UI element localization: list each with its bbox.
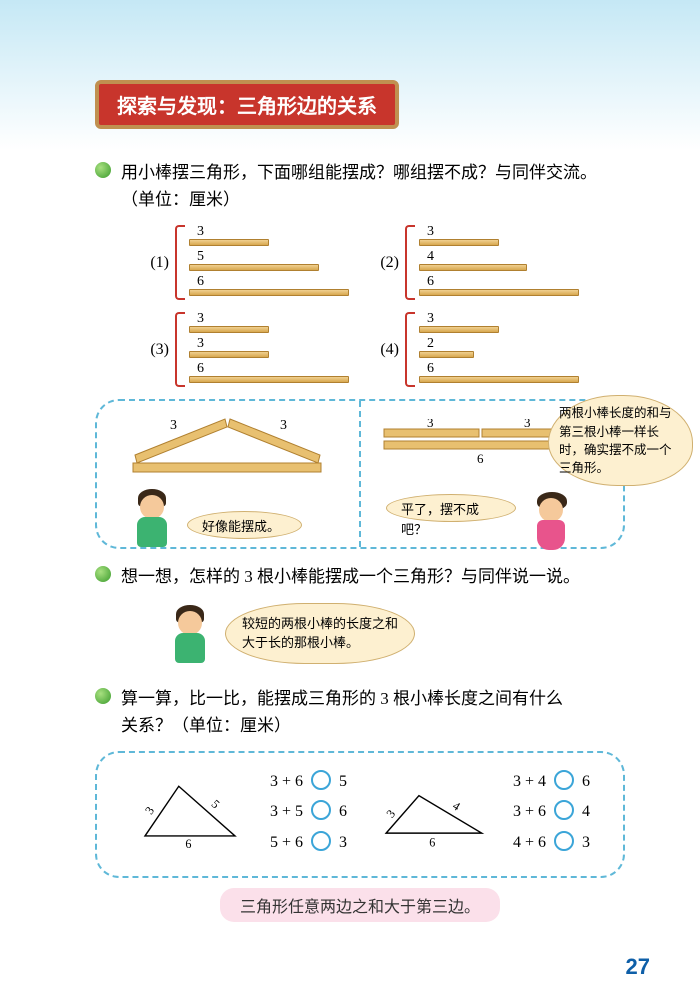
svg-text:6: 6 bbox=[429, 835, 435, 849]
q1-text-1: 用小棒摆三角形，下面哪组能摆成？哪组摆不成？与同伴交流。 bbox=[121, 163, 597, 182]
equation-row: 4 + 6 3 bbox=[513, 828, 590, 858]
speech-q2: 较短的两根小棒的长度之和大于长的那根小棒。 bbox=[225, 603, 415, 664]
equations-left: 3 + 6 53 + 5 65 + 6 3 bbox=[270, 767, 347, 858]
speech-bubble-big: 两根小棒长度的和与第三根小棒一样长时，确实摆不成一个三角形。 bbox=[548, 395, 693, 486]
section-title: 探索与发现：三角形边的关系 bbox=[95, 80, 399, 129]
q3-text-1: 算一算，比一比，能摆成三角形的 3 根小棒长度之间有什么 bbox=[121, 689, 563, 708]
equation-row: 3 + 6 4 bbox=[513, 797, 590, 827]
svg-text:3: 3 bbox=[383, 807, 398, 821]
stick-group: (4)326 bbox=[375, 312, 605, 389]
discovery-right: 3 3 6 平了，摆不成吧？ 两根小棒长度的和与第三根小棒一样长时，确实摆不成一… bbox=[361, 401, 623, 547]
compare-panel: 3 5 6 3 + 6 53 + 5 65 + 6 3 3 4 6 3 + 4 … bbox=[95, 751, 625, 878]
svg-text:6: 6 bbox=[477, 451, 484, 466]
equation-row: 3 + 4 6 bbox=[513, 767, 590, 797]
page-number: 27 bbox=[626, 954, 650, 980]
equation-row: 3 + 5 6 bbox=[270, 797, 347, 827]
question-2: 想一想，怎样的 3 根小棒能摆成一个三角形？与同伴说一说。 bbox=[95, 563, 625, 590]
question-1: 用小棒摆三角形，下面哪组能摆成？哪组摆不成？与同伴交流。 （单位：厘米） bbox=[95, 159, 625, 213]
compare-right: 3 4 6 3 + 4 63 + 6 44 + 6 3 bbox=[373, 767, 590, 858]
svg-text:4: 4 bbox=[450, 798, 463, 813]
speech-left: 好像能摆成。 bbox=[187, 511, 302, 539]
equation-row: 5 + 6 3 bbox=[270, 828, 347, 858]
stick-group: (3)336 bbox=[145, 312, 375, 389]
svg-text:3: 3 bbox=[142, 804, 157, 817]
compare-left: 3 5 6 3 + 6 53 + 5 65 + 6 3 bbox=[130, 767, 347, 858]
equation-row: 3 + 6 5 bbox=[270, 767, 347, 797]
stick-group: (2)346 bbox=[375, 225, 605, 302]
kid-boy-2 bbox=[165, 603, 215, 668]
svg-text:5: 5 bbox=[209, 797, 223, 811]
discovery-left: 3 3 6 好像能摆成。 bbox=[97, 401, 359, 547]
svg-text:3: 3 bbox=[170, 418, 177, 433]
svg-text:3: 3 bbox=[280, 418, 287, 433]
speech-right: 平了，摆不成吧？ bbox=[386, 494, 516, 522]
svg-text:3: 3 bbox=[524, 419, 531, 430]
svg-text:6: 6 bbox=[185, 837, 191, 850]
bullet-dot bbox=[95, 566, 111, 582]
bullet-dot bbox=[95, 688, 111, 704]
q1-text-2: （单位：厘米） bbox=[121, 190, 240, 209]
q3-text-2: 关系？（单位：厘米） bbox=[121, 716, 291, 735]
question-3: 算一算，比一比，能摆成三角形的 3 根小棒长度之间有什么 关系？（单位：厘米） bbox=[95, 685, 625, 739]
triangle-left: 3 5 6 bbox=[130, 775, 250, 850]
svg-text:6: 6 bbox=[223, 476, 230, 477]
equations-right: 3 + 4 63 + 6 44 + 6 3 bbox=[513, 767, 590, 858]
kid-boy-1 bbox=[127, 487, 177, 552]
discovery-panel: 3 3 6 好像能摆成。 3 3 6 bbox=[95, 399, 625, 549]
triangle-right: 3 4 6 bbox=[373, 775, 493, 850]
q2-text: 想一想，怎样的 3 根小棒能摆成一个三角形？与同伴说一说。 bbox=[121, 563, 580, 590]
svg-text:3: 3 bbox=[427, 419, 434, 430]
stick-group: (1)356 bbox=[145, 225, 375, 302]
bullet-dot bbox=[95, 162, 111, 178]
conclusion: 三角形任意两边之和大于第三边。 bbox=[220, 888, 500, 922]
kid-girl bbox=[526, 490, 576, 555]
triangle-attempt-1: 3 3 6 bbox=[115, 407, 335, 477]
